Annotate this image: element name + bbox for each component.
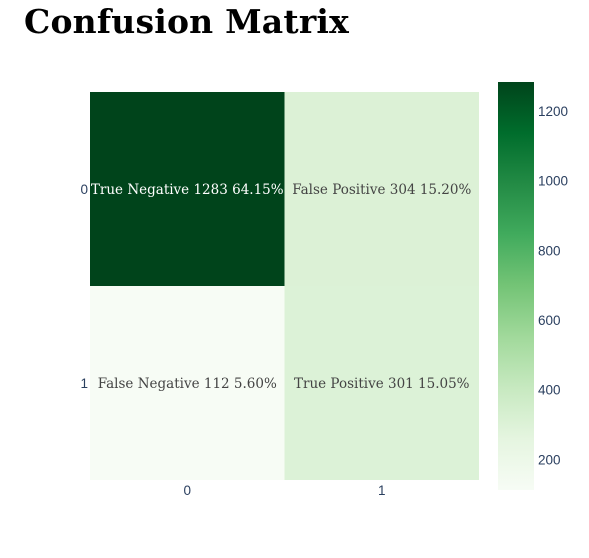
colorbar-tick-label: 600	[538, 313, 561, 328]
y-tick-label: 1	[80, 376, 88, 391]
colorbar-tick-label: 200	[538, 452, 561, 467]
colorbar	[498, 82, 534, 490]
cell-label: False Negative 112 5.60%	[98, 376, 277, 392]
heatmap-cell	[284, 286, 479, 480]
x-tick-label: 1	[378, 483, 386, 498]
heatmap-cell	[284, 92, 479, 286]
colorbar-tick-label: 800	[538, 243, 561, 258]
cell-label: True Positive 301 15.05%	[294, 376, 470, 392]
chart-title: Confusion Matrix	[24, 2, 350, 41]
cell-label: True Negative 1283 64.15%	[91, 182, 284, 198]
colorbar-tick-label: 400	[538, 383, 561, 398]
x-tick-label: 0	[183, 483, 191, 498]
colorbar-tick-label: 1200	[538, 104, 568, 119]
colorbar-ticks: 200 400 600 800 1000 1200	[538, 104, 568, 467]
heatmap-cell	[90, 92, 285, 286]
axis-ticks: 0 1 0 1	[80, 182, 385, 498]
heatmap-cells: True Negative 1283 64.15% False Positive …	[90, 92, 479, 480]
heatmap-cell	[90, 286, 285, 480]
cell-label: False Positive 304 15.20%	[292, 182, 471, 198]
colorbar-tick-label: 1000	[538, 174, 568, 189]
y-tick-label: 0	[80, 182, 88, 197]
